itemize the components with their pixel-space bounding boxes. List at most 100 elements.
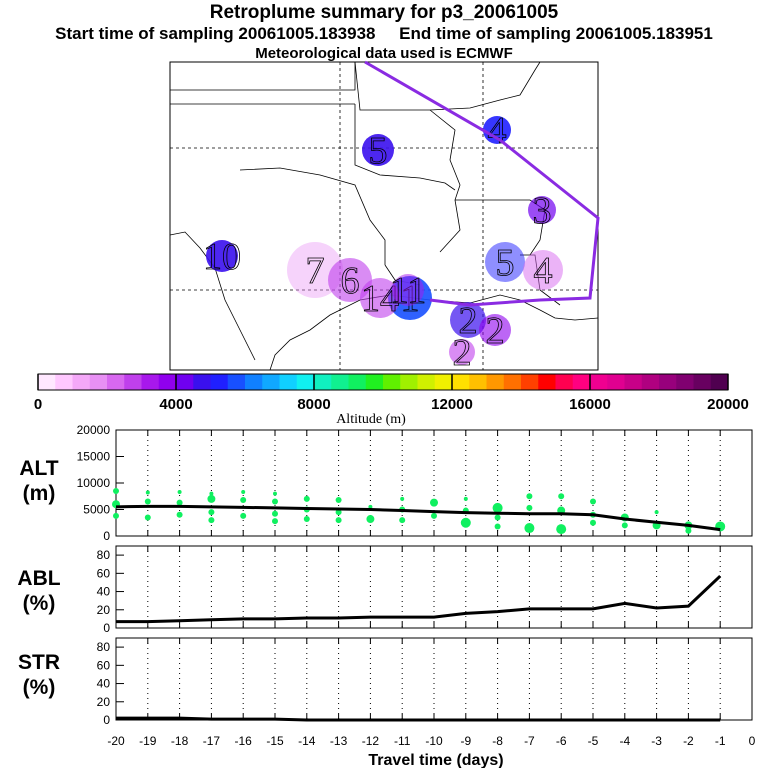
colorbar-cell (210, 374, 229, 390)
ytick-label: 20 (97, 695, 111, 709)
cluster-point (176, 511, 183, 518)
colorbar-tick-label: 16000 (569, 396, 611, 413)
cluster-point (556, 524, 567, 535)
colorbar-cell (124, 374, 142, 390)
colorbar-cell (659, 374, 677, 390)
alt-ylabel: ALT (m) (19, 457, 59, 505)
cluster-circle (206, 240, 238, 272)
cluster-label: 2 (486, 310, 505, 352)
colorbar-cell (348, 374, 367, 390)
colorbar-cell (245, 374, 263, 390)
cluster-circle (483, 116, 511, 144)
x-axis: -20 -19 -18 -17 -16 -15 -14 -13 -12 -11 -10 -9 -8 -7-… (107, 734, 755, 768)
ytick-label: 40 (97, 585, 111, 599)
xtick-label: -3 (651, 734, 662, 748)
cluster-point (113, 512, 119, 519)
alt-series-line (115, 504, 721, 532)
str-ylabel: STR (%) (18, 651, 60, 699)
colorbar-cell (89, 374, 108, 390)
colorbar-cell (710, 374, 729, 390)
cluster-circle (523, 250, 563, 290)
cluster-point (240, 512, 247, 519)
str-series-line (116, 716, 721, 722)
xtick-label: -18 (171, 734, 189, 748)
cluster-point (335, 496, 342, 503)
cluster-point (207, 494, 216, 503)
xtick-label: -5 (588, 734, 599, 748)
cluster-circle (485, 242, 525, 282)
colorbar-cell (107, 374, 125, 390)
xtick-label: -17 (203, 734, 221, 748)
xtick-label: -2 (683, 734, 694, 748)
ytick-label: 5000 (83, 503, 110, 517)
colorbar-cell (469, 374, 487, 390)
str-panel: 0 20 40 60 80 (97, 637, 753, 727)
xtick-label: -15 (266, 734, 284, 748)
xtick-label: 0 (749, 734, 756, 748)
ytick-label: 80 (97, 548, 111, 562)
cluster-point (558, 493, 565, 500)
map-gridlines (170, 62, 598, 370)
cluster-circle (392, 274, 424, 306)
colorbar-cell (555, 374, 574, 390)
xtick-label: -9 (460, 734, 471, 748)
ytick-label: 40 (97, 677, 111, 691)
cluster-point (621, 522, 628, 529)
xtick-label: -7 (524, 734, 535, 748)
cluster-point (273, 491, 277, 496)
xtick-label: -4 (619, 734, 630, 748)
cluster-point (430, 498, 438, 507)
sampling-end: End time of sampling 20061005.183951 (399, 24, 713, 43)
cluster-point (272, 498, 278, 505)
xtick-label: -13 (330, 734, 348, 748)
abl-panel: 0 20 40 60 80 (97, 545, 753, 635)
colorbar-cell (417, 374, 436, 390)
cluster-point (399, 517, 406, 524)
cluster-label: 2 (453, 332, 472, 374)
cluster-circle (362, 134, 394, 166)
xtick-label: -20 (107, 734, 125, 748)
colorbar-cell (365, 374, 384, 390)
cluster-point (208, 517, 215, 524)
xtick-label: -6 (556, 734, 567, 748)
colorbar-cell (521, 374, 539, 390)
cluster-circle (450, 302, 486, 338)
colorbar-cell (72, 374, 91, 390)
cluster-label: 7 (306, 250, 325, 292)
ytick-label: 0 (103, 621, 110, 635)
cluster-point (654, 510, 659, 515)
cluster-label: 10 (203, 236, 241, 278)
ytick-label: 80 (97, 640, 111, 654)
ytick-label: 10000 (77, 476, 111, 490)
ytick-label: 0 (103, 713, 110, 727)
colorbar-cell (314, 374, 332, 390)
cluster-circle (528, 196, 556, 224)
colorbar-cell (227, 374, 246, 390)
cluster-label: 4 (488, 110, 507, 152)
colorbar-cell (486, 374, 505, 390)
ytick-label: 60 (97, 566, 111, 580)
cluster-circle (479, 314, 511, 346)
xtick-label: -16 (235, 734, 253, 748)
colorbar-cell (158, 374, 177, 390)
cluster-point (303, 516, 310, 523)
xtick-label: -10 (425, 734, 443, 748)
colorbar-tick-label: 4000 (159, 396, 192, 413)
ytick-label: 20 (97, 603, 111, 617)
cluster-point (526, 504, 533, 511)
cluster-point (460, 517, 471, 528)
colorbar-tick-label: 0 (34, 396, 42, 413)
xtick-label: -11 (394, 734, 411, 748)
met-data-note: Meteorological data used is ECMWF (255, 45, 513, 62)
colorbar-cell (624, 374, 643, 390)
colorbar-cell (676, 374, 694, 390)
cluster-point (366, 515, 375, 524)
colorbar-cell (434, 374, 453, 390)
cluster-point (177, 490, 182, 495)
colorbar-tick-label: 8000 (297, 396, 330, 413)
colorbar-cell (279, 374, 298, 390)
xtick-label: -1 (715, 734, 726, 748)
cluster-label: 2 (459, 300, 478, 342)
abl-ylabel: ABL (%) (17, 567, 61, 615)
